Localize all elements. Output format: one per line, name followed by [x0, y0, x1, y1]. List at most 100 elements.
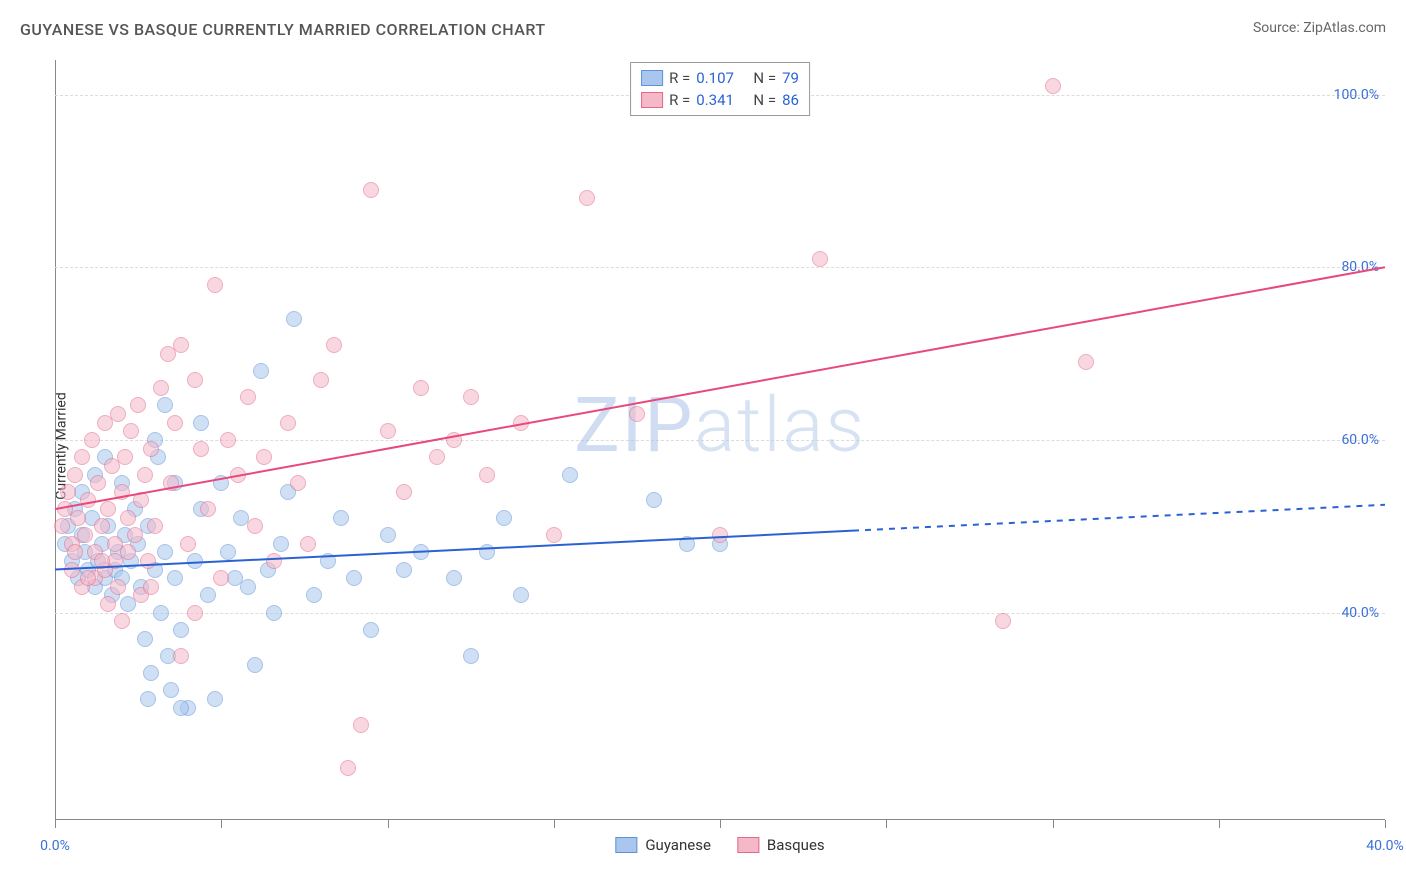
legend-stats: R =0.107 N =79R =0.341 N =86 [630, 62, 810, 116]
y-gridline [55, 440, 1385, 441]
scatter-point [173, 700, 189, 716]
scatter-point [140, 553, 156, 569]
scatter-point [396, 562, 412, 578]
scatter-point [143, 441, 159, 457]
scatter-point [133, 492, 149, 508]
x-tick [554, 820, 555, 828]
scatter-point [286, 311, 302, 327]
scatter-point [256, 449, 272, 465]
scatter-point [280, 415, 296, 431]
r-value: 0.107 [696, 69, 734, 87]
scatter-point [429, 449, 445, 465]
scatter-point [180, 536, 196, 552]
scatter-point [94, 553, 110, 569]
n-value: 79 [782, 69, 799, 87]
legend-label: Guyanese [645, 836, 711, 854]
scatter-point [67, 544, 83, 560]
scatter-point [346, 570, 362, 586]
scatter-point [74, 449, 90, 465]
scatter-point [353, 717, 369, 733]
scatter-point [163, 682, 179, 698]
scatter-point [446, 432, 462, 448]
scatter-point [187, 605, 203, 621]
scatter-point [187, 553, 203, 569]
x-tick [1053, 820, 1054, 828]
scatter-point [240, 389, 256, 405]
scatter-point [123, 423, 139, 439]
scatter-point [137, 631, 153, 647]
scatter-point [80, 570, 96, 586]
x-tick [55, 820, 56, 828]
scatter-point [173, 622, 189, 638]
source-label: Source: ZipAtlas.com [1253, 20, 1386, 36]
scatter-point [326, 337, 342, 353]
scatter-point [579, 190, 595, 206]
scatter-point [290, 475, 306, 491]
scatter-point [220, 544, 236, 560]
x-tick [720, 820, 721, 828]
scatter-point [413, 544, 429, 560]
scatter-point [100, 596, 116, 612]
x-tick [221, 820, 222, 828]
scatter-point [363, 622, 379, 638]
scatter-point [380, 423, 396, 439]
scatter-point [213, 475, 229, 491]
y-tick-label: 60.0% [1341, 432, 1379, 448]
scatter-point [273, 536, 289, 552]
scatter-point [193, 415, 209, 431]
scatter-point [157, 544, 173, 560]
scatter-point [130, 397, 146, 413]
scatter-point [463, 648, 479, 664]
scatter-point [143, 665, 159, 681]
scatter-point [220, 432, 236, 448]
scatter-point [247, 657, 263, 673]
scatter-point [306, 587, 322, 603]
scatter-point [167, 570, 183, 586]
scatter-point [114, 613, 130, 629]
n-label: N = [753, 91, 776, 109]
legend-stats-row: R =0.107 N =79 [641, 67, 799, 89]
legend-series: GuyaneseBasques [615, 836, 824, 854]
legend-swatch [641, 70, 663, 86]
scatter-point [207, 277, 223, 293]
scatter-point [193, 441, 209, 457]
scatter-point [363, 182, 379, 198]
scatter-point [340, 760, 356, 776]
scatter-point [513, 587, 529, 603]
legend-swatch [615, 837, 637, 853]
scatter-point [100, 501, 116, 517]
scatter-point [117, 449, 133, 465]
scatter-point [479, 467, 495, 483]
x-tick-label: 40.0% [1366, 838, 1404, 854]
scatter-point [153, 380, 169, 396]
scatter-point [562, 467, 578, 483]
scatter-point [712, 527, 728, 543]
scatter-point [253, 363, 269, 379]
scatter-point [94, 518, 110, 534]
y-gridline [55, 267, 1385, 268]
scatter-point [679, 536, 695, 552]
scatter-point [173, 648, 189, 664]
scatter-point [143, 579, 159, 595]
r-label: R = [669, 91, 690, 109]
scatter-point [513, 415, 529, 431]
legend-item: Guyanese [615, 836, 711, 854]
scatter-point [200, 501, 216, 517]
y-gridline [55, 613, 1385, 614]
x-tick [886, 820, 887, 828]
scatter-point [413, 380, 429, 396]
scatter-point [200, 587, 216, 603]
scatter-point [266, 553, 282, 569]
n-value: 86 [782, 91, 799, 109]
scatter-point [266, 605, 282, 621]
scatter-point [333, 510, 349, 526]
scatter-point [629, 406, 645, 422]
scatter-point [380, 527, 396, 543]
scatter-point [80, 492, 96, 508]
scatter-point [995, 613, 1011, 629]
y-tick-label: 100.0% [1334, 87, 1379, 103]
scatter-point [463, 389, 479, 405]
watermark: ZIPatlas [574, 380, 866, 470]
scatter-point [1045, 78, 1061, 94]
chart-title: GUYANESE VS BASQUE CURRENTLY MARRIED COR… [20, 20, 546, 39]
